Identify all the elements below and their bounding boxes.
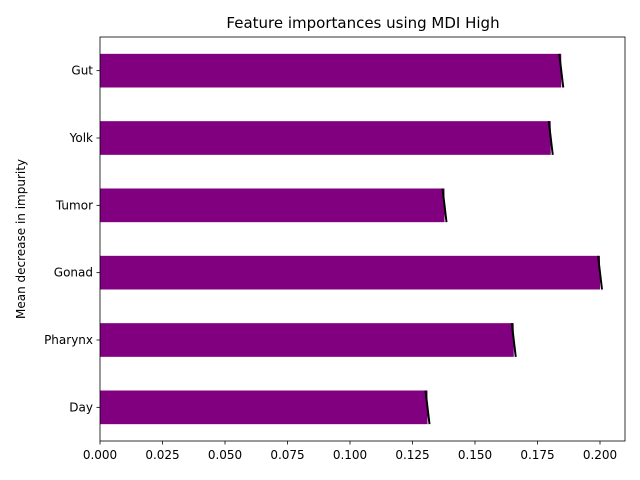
error-bar-pharynx	[510, 323, 517, 357]
error-bar-day	[424, 390, 431, 425]
y-tick-label-day: Day	[69, 400, 93, 414]
error-bar-tumor	[441, 188, 448, 223]
bar-tumor	[100, 188, 445, 223]
bar-gut	[100, 53, 562, 88]
bar-yolk	[100, 121, 551, 155]
bar-pharynx	[100, 323, 514, 357]
y-tick-label-yolk: Yolk	[69, 131, 93, 145]
error-bars-group	[424, 53, 603, 425]
bar-day	[100, 390, 428, 425]
y-tick-label-gut: Gut	[71, 64, 93, 78]
y-tick-label-gonad: Gonad	[54, 266, 93, 280]
error-bar-gonad	[597, 255, 603, 290]
chart-title: Feature importances using MDI High	[226, 14, 499, 32]
x-tick-label: 0.025	[145, 448, 179, 462]
y-tick-label-tumor: Tumor	[55, 198, 93, 212]
bars-group	[100, 53, 600, 425]
error-bar-gut	[558, 53, 565, 88]
bar-gonad	[100, 255, 600, 290]
x-tick-label: 0.000	[83, 448, 117, 462]
x-tick-label: 0.150	[458, 448, 492, 462]
x-tick-label: 0.050	[208, 448, 242, 462]
y-axis-ticks: Day Pharynx Gonad Tumor Yolk Gut	[44, 64, 100, 414]
error-bar-yolk	[547, 121, 554, 155]
x-tick-label: 0.100	[333, 448, 367, 462]
y-tick-label-pharynx: Pharynx	[44, 333, 93, 347]
x-tick-label: 0.075	[270, 448, 304, 462]
x-axis-ticks: 0.000 0.025 0.050 0.075 0.100 0.125 0.150 0.175…	[83, 441, 617, 462]
plot-frame	[99, 36, 626, 442]
x-tick-label: 0.125	[395, 448, 429, 462]
y-axis-label: Mean decrease in impurity	[14, 159, 28, 319]
x-tick-label: 0.175	[520, 448, 554, 462]
x-tick-label: 0.200	[583, 448, 617, 462]
